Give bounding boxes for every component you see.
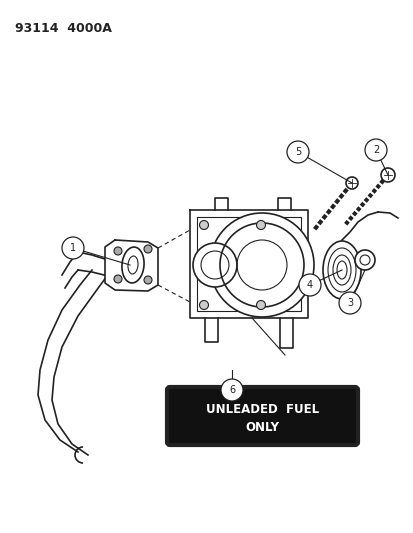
Circle shape — [256, 301, 265, 310]
Text: UNLEADED  FUEL: UNLEADED FUEL — [205, 403, 318, 416]
Polygon shape — [190, 210, 307, 318]
Circle shape — [199, 301, 208, 310]
Circle shape — [364, 139, 386, 161]
Text: 4: 4 — [306, 280, 312, 290]
Circle shape — [221, 379, 242, 401]
Text: 3: 3 — [346, 298, 352, 308]
Circle shape — [114, 275, 122, 283]
Circle shape — [380, 168, 394, 182]
Circle shape — [256, 221, 265, 230]
Circle shape — [286, 141, 308, 163]
Circle shape — [298, 274, 320, 296]
Circle shape — [199, 221, 208, 230]
Circle shape — [144, 245, 152, 253]
Text: 93114  4000A: 93114 4000A — [15, 22, 112, 35]
Circle shape — [345, 177, 357, 189]
Circle shape — [192, 243, 236, 287]
Text: 2: 2 — [372, 145, 378, 155]
Ellipse shape — [122, 247, 144, 283]
Circle shape — [354, 250, 374, 270]
Text: 5: 5 — [294, 147, 300, 157]
Ellipse shape — [322, 241, 360, 299]
Text: 6: 6 — [228, 385, 235, 395]
Circle shape — [338, 292, 360, 314]
Text: 1: 1 — [70, 243, 76, 253]
Circle shape — [62, 237, 84, 259]
Circle shape — [114, 247, 122, 255]
Text: ONLY: ONLY — [245, 421, 279, 434]
Circle shape — [209, 213, 313, 317]
Polygon shape — [105, 240, 158, 291]
FancyBboxPatch shape — [166, 387, 357, 445]
Circle shape — [144, 276, 152, 284]
